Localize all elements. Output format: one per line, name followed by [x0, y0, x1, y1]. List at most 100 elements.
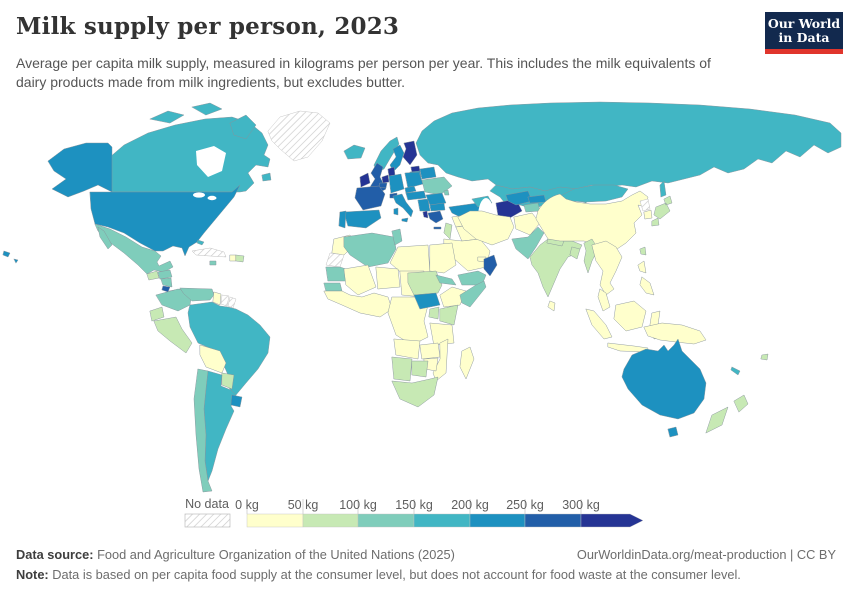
legend-no-data-swatch[interactable]: [184, 513, 231, 528]
country-pakistan[interactable]: [511, 226, 545, 260]
country-jamaica[interactable]: [209, 260, 217, 266]
owid-url-link[interactable]: OurWorldinData.org/meat-production | CC …: [576, 547, 836, 562]
country-uruguay[interactable]: [230, 394, 243, 408]
country-somalia[interactable]: [459, 280, 487, 308]
country-haiti[interactable]: [229, 254, 237, 262]
country-usa-hawaii[interactable]: [2, 250, 19, 264]
country-mexico[interactable]: [94, 223, 174, 275]
country-balkans[interactable]: [417, 198, 431, 212]
country-australia[interactable]: [621, 338, 707, 420]
country-mexico-baja[interactable]: [97, 226, 113, 250]
country-borneo[interactable]: [613, 300, 647, 332]
country-philippines[interactable]: [637, 260, 655, 296]
country-belgium[interactable]: [378, 182, 388, 189]
country-angola[interactable]: [393, 338, 421, 360]
country-nicaragua[interactable]: [160, 277, 173, 288]
owid-logo[interactable]: Our World in Data: [765, 12, 843, 54]
country-chile[interactable]: [193, 368, 213, 493]
country-china[interactable]: [535, 190, 649, 258]
country-guyana[interactable]: [212, 291, 222, 306]
country-denmark[interactable]: [387, 166, 396, 177]
country-fiji[interactable]: [760, 353, 769, 361]
country-mali[interactable]: [343, 264, 377, 296]
country-japan[interactable]: [651, 195, 673, 227]
country-albania[interactable]: [422, 210, 429, 219]
country-french-guiana[interactable]: [227, 296, 237, 309]
country-tunisia[interactable]: [391, 228, 403, 246]
country-taiwan[interactable]: [639, 246, 647, 256]
country-western-sahara[interactable]: [325, 252, 345, 268]
country-russia-sakhalin[interactable]: [659, 180, 667, 198]
country-new-guinea[interactable]: [643, 322, 707, 345]
country-iran[interactable]: [457, 210, 515, 246]
country-portugal[interactable]: [338, 210, 347, 229]
country-netherlands[interactable]: [381, 174, 390, 184]
country-oman[interactable]: [483, 254, 498, 277]
country-namibia[interactable]: [391, 356, 413, 382]
country-tasmania[interactable]: [667, 426, 679, 438]
country-paraguay[interactable]: [221, 372, 235, 390]
country-bangladesh[interactable]: [569, 246, 581, 260]
country-malay-peninsula[interactable]: [597, 288, 611, 312]
country-madagascar[interactable]: [459, 346, 475, 380]
country-sumatra[interactable]: [585, 308, 613, 340]
country-sweden[interactable]: [389, 144, 405, 173]
country-uganda[interactable]: [428, 306, 440, 320]
country-sri-lanka[interactable]: [547, 300, 556, 312]
country-germany[interactable]: [388, 173, 405, 194]
country-iceland[interactable]: [343, 144, 366, 160]
country-afghanistan[interactable]: [513, 212, 541, 236]
country-bahamas[interactable]: [196, 239, 205, 246]
country-spain[interactable]: [343, 209, 382, 229]
country-guatemala[interactable]: [146, 270, 160, 281]
country-austria-hungary[interactable]: [405, 190, 427, 201]
country-south-sudan[interactable]: [413, 292, 441, 310]
country-uzbekistan[interactable]: [505, 190, 533, 206]
country-senegal[interactable]: [323, 282, 343, 292]
country-ecuador[interactable]: [149, 306, 165, 322]
country-north-korea[interactable]: [639, 198, 651, 212]
legend-bin-150-200[interactable]: [413, 513, 471, 528]
country-egypt[interactable]: [429, 242, 457, 274]
country-indochina[interactable]: [591, 240, 623, 296]
country-tanzania[interactable]: [429, 322, 455, 346]
country-brazil[interactable]: [187, 301, 271, 396]
country-cuba[interactable]: [191, 247, 227, 258]
country-south-africa[interactable]: [391, 376, 439, 408]
country-botswana[interactable]: [411, 360, 429, 378]
legend-bin-300-plus-arrow[interactable]: [580, 513, 644, 528]
country-usa[interactable]: [89, 184, 241, 257]
legend-bin-0-50[interactable]: [246, 513, 304, 528]
country-new-caledonia[interactable]: [730, 366, 741, 376]
country-czechia[interactable]: [404, 185, 417, 194]
country-greece[interactable]: [427, 210, 444, 230]
country-kenya[interactable]: [439, 304, 459, 326]
country-belarus[interactable]: [419, 166, 437, 180]
country-honduras[interactable]: [157, 269, 173, 280]
country-peru[interactable]: [153, 316, 193, 354]
country-greenland[interactable]: [267, 110, 331, 162]
country-suriname[interactable]: [220, 294, 230, 307]
country-russia[interactable]: [415, 101, 842, 194]
country-west-africa[interactable]: [323, 290, 393, 318]
country-yemen[interactable]: [457, 270, 487, 286]
country-france[interactable]: [354, 185, 386, 211]
country-alaska[interactable]: [47, 142, 113, 198]
country-zambia[interactable]: [419, 342, 441, 360]
country-niger[interactable]: [375, 266, 401, 290]
legend-bin-250-300[interactable]: [524, 513, 582, 528]
country-venezuela[interactable]: [179, 287, 215, 302]
legend-bin-100-150[interactable]: [357, 513, 415, 528]
country-bulgaria[interactable]: [429, 202, 446, 212]
country-mongolia[interactable]: [557, 184, 629, 203]
country-dominican-republic[interactable]: [235, 254, 245, 263]
country-sudan[interactable]: [407, 270, 443, 296]
country-levant[interactable]: [443, 222, 453, 240]
country-ireland[interactable]: [359, 172, 371, 188]
country-romania[interactable]: [425, 192, 447, 206]
country-moldova[interactable]: [443, 189, 450, 196]
country-finland[interactable]: [402, 140, 418, 166]
country-algeria[interactable]: [343, 232, 397, 268]
country-italy[interactable]: [392, 193, 414, 223]
country-new-zealand[interactable]: [705, 394, 749, 434]
